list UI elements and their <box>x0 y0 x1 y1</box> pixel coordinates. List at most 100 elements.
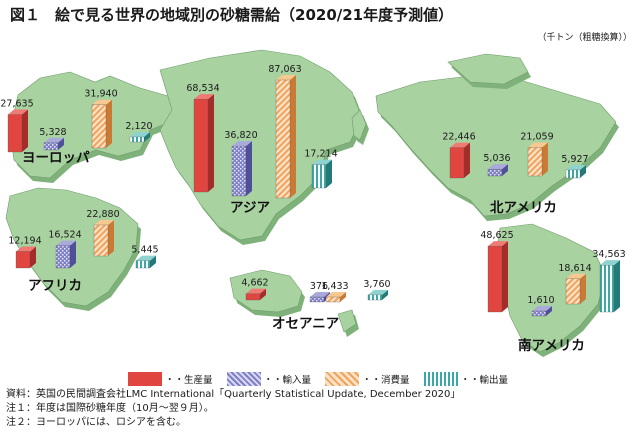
bar-imports-2 <box>487 169 503 177</box>
bar-production-4 <box>245 293 261 301</box>
landmass-japan <box>351 109 367 141</box>
landmass-namerica <box>375 75 617 217</box>
bar-exports-0-top <box>130 132 150 137</box>
landmass-nz <box>337 309 357 333</box>
note-source: 資料：英国の民間調査会社LMC International「Quarterly … <box>6 389 461 400</box>
bar-imports-4-top <box>310 292 330 297</box>
value-label-imports-4: 376 <box>310 281 328 292</box>
value-label-production-3: 12,194 <box>8 235 41 246</box>
bar-imports-5-top <box>532 306 552 311</box>
bars <box>7 75 620 317</box>
region-name-1: アジア <box>230 200 270 216</box>
value-label-consumption-3: 22,880 <box>86 209 119 220</box>
bar-production-0-side <box>22 109 28 152</box>
bar-exports-5 <box>599 265 615 313</box>
bar-consumption-4-top <box>326 292 346 297</box>
bar-consumption-2-top <box>528 142 548 148</box>
notes: 資料：英国の民間調査会社LMC International「Quarterly … <box>6 388 460 430</box>
bar-production-4-top <box>246 288 266 294</box>
bar-consumption-3-side <box>108 219 114 256</box>
bar-production-1 <box>193 98 209 193</box>
bar-imports-4 <box>309 296 325 303</box>
legend-label-imports: ・・輸入量 <box>263 375 312 386</box>
value-label-consumption-4: 1,433 <box>321 281 348 292</box>
landmass-greenland <box>447 53 529 85</box>
bar-production-3 <box>15 251 31 269</box>
bar-consumption-5-top <box>566 273 586 279</box>
bar-production-2 <box>449 147 465 179</box>
value-label-exports-4: 3,760 <box>363 279 390 290</box>
legend-swatch-exports <box>423 372 458 386</box>
value-label-consumption-0: 31,940 <box>84 89 117 100</box>
bar-imports-3-side <box>70 240 76 268</box>
bar-production-1-top <box>194 94 214 100</box>
value-label-production-1: 68,534 <box>186 83 219 94</box>
value-label-exports-3: 5,445 <box>131 245 158 256</box>
bar-consumption-1 <box>275 79 291 199</box>
bar-imports-1 <box>231 145 247 197</box>
bar-consumption-2-side <box>542 142 548 176</box>
bar-exports-4-top <box>368 289 388 295</box>
value-label-imports-3: 16,524 <box>48 230 81 241</box>
region-name-3: アフリカ <box>28 278 82 294</box>
region-name-0: ヨーロッパ <box>22 150 90 166</box>
bar-imports-3 <box>55 245 71 269</box>
bar-consumption-3-top <box>94 219 114 225</box>
bar-imports-0 <box>43 142 59 151</box>
bar-exports-2 <box>565 169 581 179</box>
value-label-consumption-5: 18,614 <box>558 263 591 274</box>
bar-exports-4 <box>367 294 383 301</box>
bar-imports-5 <box>531 310 547 317</box>
note-2: 注２：ヨーロッパには、ロシアを含む。 <box>6 417 186 428</box>
bar-exports-5-side <box>614 260 620 312</box>
bar-exports-0-side <box>144 132 150 142</box>
value-label-consumption-1: 87,063 <box>268 64 301 75</box>
bar-consumption-2 <box>527 147 543 177</box>
bar-production-2-side <box>464 142 470 178</box>
legend-item-production: ・・生産量 <box>128 372 213 386</box>
unit-label: （千トン（粗糖換算）） <box>537 33 632 43</box>
value-label-consumption-2: 21,059 <box>520 131 553 142</box>
value-label-production-5: 48,625 <box>480 230 513 241</box>
bar-exports-3-side <box>150 255 156 268</box>
value-label-imports-2: 5,036 <box>483 153 510 164</box>
bar-exports-2-side <box>580 164 586 178</box>
region-name-4: オセアニア <box>272 316 339 332</box>
bar-consumption-5 <box>565 278 581 305</box>
bar-consumption-4 <box>325 296 341 303</box>
value-label-imports-1: 36,820 <box>224 130 257 141</box>
bar-production-5 <box>487 245 503 313</box>
legend: ・・生産量 ・・輸入量 ・・消費量 ・・輸出量 <box>128 372 508 386</box>
bar-production-3-top <box>16 246 36 252</box>
bar-exports-4-side <box>382 289 388 300</box>
value-label-exports-1: 17,214 <box>304 149 337 160</box>
legend-label-production: ・・生産量 <box>165 375 213 386</box>
bar-imports-5-side <box>546 306 552 316</box>
bar-exports-3 <box>135 260 151 269</box>
value-label-production-4: 4,662 <box>241 278 268 289</box>
bar-consumption-5-side <box>580 273 586 304</box>
bar-consumption-1-side <box>290 75 296 198</box>
legend-item-consumption: ・・消費量 <box>325 372 410 386</box>
bar-consumption-4-side <box>340 292 346 302</box>
page-title: 図１ 絵で見る世界の地域別の砂糖需給（2020/21年度予測値） <box>10 6 454 24</box>
region-name-5: 南アメリカ <box>518 337 585 354</box>
bar-consumption-3 <box>93 224 109 257</box>
bar-production-1-side <box>208 94 214 192</box>
bar-exports-2-top <box>566 164 586 170</box>
bar-imports-2-top <box>488 164 508 170</box>
value-label-production-2: 22,446 <box>442 132 475 143</box>
bar-exports-1-top <box>312 159 332 165</box>
bar-imports-3-top <box>56 240 76 246</box>
bar-production-0 <box>7 114 23 153</box>
landmass-samerica <box>495 223 607 353</box>
legend-swatch-imports <box>226 372 261 386</box>
bar-exports-5-top <box>600 260 620 266</box>
bar-imports-0-top <box>44 137 64 143</box>
value-label-exports-5: 34,563 <box>592 249 625 260</box>
bar-production-0-top <box>8 109 28 115</box>
bar-production-3-side <box>30 246 36 268</box>
bar-imports-1-side <box>246 141 252 196</box>
bar-imports-0-side <box>58 137 64 150</box>
